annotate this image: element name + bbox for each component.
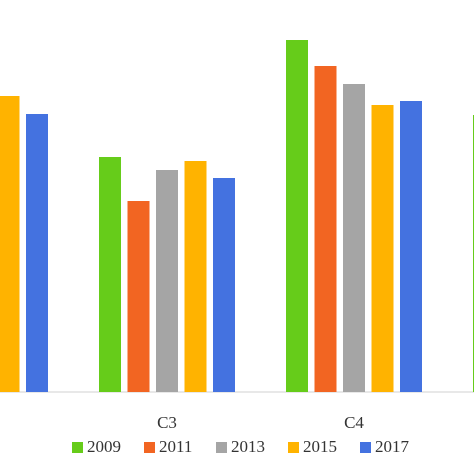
- bar: [0, 96, 20, 392]
- legend-label: 2013: [231, 437, 265, 456]
- bar: [127, 201, 150, 392]
- x-tick-label: C3: [157, 413, 177, 432]
- legend-swatch: [72, 442, 83, 453]
- legend-label: 2009: [87, 437, 121, 456]
- legend-swatch: [288, 442, 299, 453]
- bar: [156, 170, 178, 392]
- legend-swatch: [144, 442, 155, 453]
- bar: [400, 101, 422, 392]
- bar: [343, 84, 365, 392]
- x-tick-label: C4: [344, 413, 364, 432]
- legend-swatch: [360, 442, 371, 453]
- bar: [184, 161, 207, 392]
- bar: [371, 105, 394, 392]
- bar: [26, 114, 48, 392]
- bar: [213, 178, 235, 392]
- legend-swatch: [216, 442, 227, 453]
- bar: [314, 66, 337, 392]
- bar: [286, 40, 308, 392]
- legend-label: 2015: [303, 437, 337, 456]
- legend-label: 2011: [159, 437, 192, 456]
- legend-label: 2017: [375, 437, 410, 456]
- bar: [99, 157, 121, 392]
